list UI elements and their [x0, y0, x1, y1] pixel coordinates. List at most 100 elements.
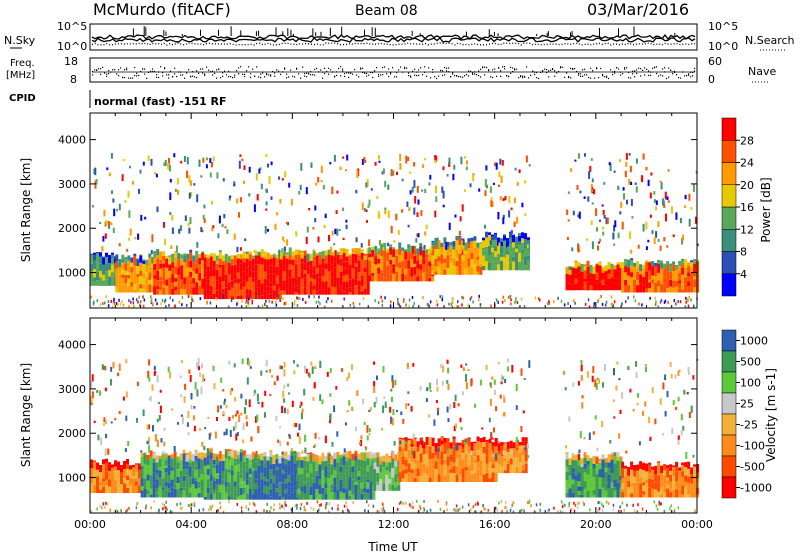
data-cell: [583, 463, 587, 469]
data-cell: [183, 262, 187, 271]
scatter-echo: [205, 157, 208, 161]
scatter-echo: [287, 383, 290, 387]
data-cell: [164, 452, 168, 454]
scatter-echo: [169, 178, 172, 183]
scatter-echo: [304, 365, 306, 373]
freq-sample: [174, 67, 176, 69]
nave-sample: [238, 67, 240, 69]
scatter-echo: [620, 201, 623, 208]
data-cell: [586, 474, 590, 482]
data-cell: [687, 272, 691, 277]
data-cell: [663, 285, 667, 293]
data-cell: [500, 445, 504, 454]
scatter-echo: [301, 450, 304, 454]
data-cell: [357, 290, 361, 295]
data-cell: [96, 253, 99, 263]
data-cell: [120, 467, 123, 473]
data-cell: [155, 479, 159, 489]
scatter-echo: [466, 160, 468, 165]
data-cell: [115, 254, 119, 262]
data-cell: [120, 478, 123, 485]
nave-sample: [190, 76, 192, 78]
ground-echo: [165, 500, 167, 504]
scatter-echo: [619, 159, 622, 163]
nave-sample: [522, 76, 524, 79]
scatter-echo: [384, 180, 387, 188]
data-cell: [161, 482, 165, 488]
data-cell: [149, 488, 153, 495]
data-cell: [275, 267, 279, 276]
data-cell: [155, 492, 159, 498]
y-tick-label: 3000: [58, 383, 86, 396]
data-cell: [236, 258, 240, 267]
ground-echo: [254, 503, 256, 507]
ground-echo: [178, 300, 181, 304]
ground-echo: [539, 508, 541, 512]
data-cell: [182, 469, 186, 476]
data-cell: [627, 491, 631, 498]
scatter-echo: [95, 179, 98, 185]
data-cell: [648, 487, 652, 498]
data-cell: [452, 466, 456, 473]
scatter-echo: [407, 403, 410, 406]
ground-echo: [601, 509, 604, 513]
data-cell: [476, 436, 480, 442]
data-cell: [99, 472, 102, 482]
scatter-echo: [670, 373, 673, 379]
data-cell: [90, 483, 93, 493]
freq-sample: [526, 66, 528, 68]
data-cell: [467, 238, 471, 243]
data-cell: [348, 264, 352, 269]
data-cell: [203, 277, 207, 282]
nave-sample: [126, 67, 128, 69]
scatter-echo: [159, 405, 162, 414]
data-cell: [159, 280, 163, 287]
ground-echo: [241, 299, 243, 303]
data-cell: [123, 483, 126, 488]
scatter-echo: [423, 245, 426, 250]
scatter-echo: [363, 208, 366, 212]
data-cell: [155, 470, 159, 474]
data-cell: [203, 270, 207, 278]
ground-echo: [181, 303, 183, 307]
scatter-echo: [281, 405, 284, 413]
scatter-echo: [101, 246, 104, 252]
scatter-echo: [412, 433, 415, 440]
ground-echo: [474, 510, 477, 514]
ground-echo: [659, 502, 661, 506]
scatter-echo: [103, 417, 106, 423]
nave-sample: [634, 76, 636, 78]
ground-echo: [217, 509, 219, 513]
data-cell: [127, 278, 131, 287]
scatter-echo: [284, 171, 287, 178]
data-cell: [90, 463, 93, 469]
data-cell: [527, 237, 530, 241]
data-cell: [461, 459, 465, 469]
scatter-echo: [116, 208, 118, 212]
data-cell: [360, 488, 364, 494]
data-cell: [312, 273, 316, 280]
data-cell: [327, 470, 331, 479]
data-cell: [446, 451, 450, 457]
data-cell: [156, 270, 160, 281]
data-cell: [366, 488, 370, 494]
data-cell: [684, 262, 688, 268]
data-cell: [354, 455, 358, 461]
ground-echo: [247, 507, 250, 511]
data-cell: [440, 444, 444, 452]
data-cell: [324, 278, 328, 282]
ground-echo: [163, 503, 165, 507]
data-cell: [287, 454, 291, 461]
ground-echo: [143, 298, 146, 302]
ground-echo: [142, 304, 145, 308]
scatter-echo: [514, 167, 517, 171]
data-cell: [446, 438, 450, 444]
data-cell: [239, 263, 243, 268]
data-cell: [627, 267, 631, 276]
data-cell: [383, 277, 387, 282]
data-cell: [306, 453, 310, 457]
data-cell: [443, 258, 447, 263]
data-cell: [509, 464, 513, 474]
scatter-echo: [434, 210, 437, 218]
scatter-echo: [253, 249, 256, 253]
